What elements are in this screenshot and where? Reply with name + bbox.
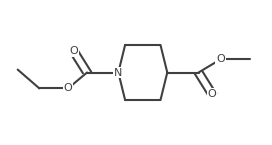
Text: N: N [114,68,122,77]
Text: O: O [216,55,225,64]
Text: O: O [69,46,78,56]
Text: O: O [208,89,217,99]
Text: O: O [64,84,72,93]
